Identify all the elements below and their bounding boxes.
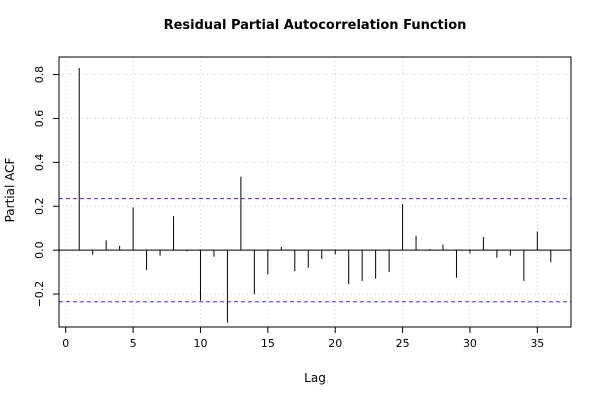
- plot-frame: [58, 56, 572, 328]
- y-axis: −0.2 0.0 0.2 0.4 0.6 0.8: [33, 66, 59, 308]
- x-tick-label: 30: [463, 337, 477, 350]
- x-tick-label: 35: [530, 337, 544, 350]
- confidence-bounds: [59, 198, 571, 303]
- chart-title: Residual Partial Autocorrelation Functio…: [164, 18, 467, 33]
- x-tick-label: 20: [328, 337, 342, 350]
- y-tick-label: 0.0: [33, 241, 46, 258]
- x-tick-label: 10: [193, 337, 207, 350]
- y-tick-label: 0.6: [33, 110, 46, 128]
- y-tick-label: 0.2: [33, 198, 46, 216]
- x-tick-label: 15: [261, 337, 275, 350]
- x-axis: 0 5 10 15 20 25 30 35: [62, 327, 544, 350]
- x-tick-label: 0: [62, 337, 69, 350]
- x-axis-label: Lag: [304, 371, 326, 385]
- y-axis-label: Partial ACF: [3, 158, 17, 223]
- x-tick-label: 5: [130, 337, 137, 350]
- x-tick-label: 25: [396, 337, 410, 350]
- y-tick-label: 0.8: [33, 66, 46, 84]
- grid-lines: [59, 57, 571, 327]
- y-tick-label: 0.4: [33, 154, 46, 172]
- y-tick-label: −0.2: [33, 281, 46, 308]
- pacf-bars: [78, 67, 552, 323]
